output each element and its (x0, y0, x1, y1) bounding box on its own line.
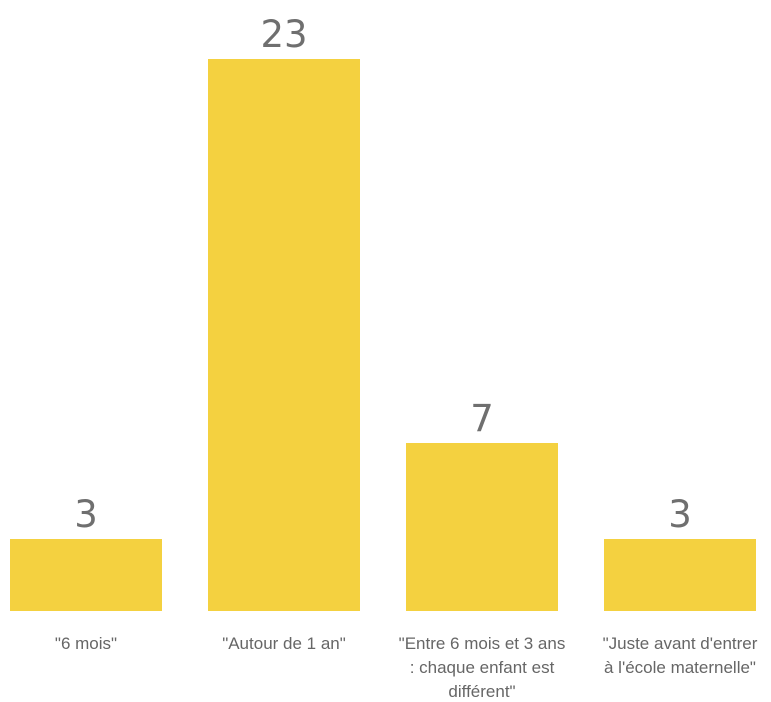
category-label-4-line-1: "Juste avant d'entrer (603, 634, 758, 653)
category-label-3-line-1: "Entre 6 mois et 3 ans (399, 634, 566, 653)
bar-2 (208, 59, 360, 611)
bar-4 (604, 539, 756, 611)
category-label-2: "Autour de 1 an" (222, 634, 346, 653)
category-label-3-line-3: différent" (448, 682, 515, 701)
data-label-3: 7 (470, 397, 494, 440)
bar-1 (10, 539, 162, 611)
category-label-3-line-2: : chaque enfant est (410, 658, 555, 677)
category-label-1: "6 mois" (55, 634, 117, 653)
data-label-4: 3 (668, 493, 692, 536)
category-label-1-line-1: "6 mois" (55, 634, 117, 653)
data-label-2: 23 (260, 13, 307, 56)
data-label-1: 3 (74, 493, 98, 536)
category-label-4-line-2: à l'école maternelle" (604, 658, 756, 677)
category-label-4: "Juste avant d'entrer à l'école maternell… (603, 634, 758, 677)
category-label-2-line-1: "Autour de 1 an" (222, 634, 346, 653)
category-label-3: "Entre 6 mois et 3 ans : chaque enfant es… (399, 634, 566, 701)
bar-3 (406, 443, 558, 611)
